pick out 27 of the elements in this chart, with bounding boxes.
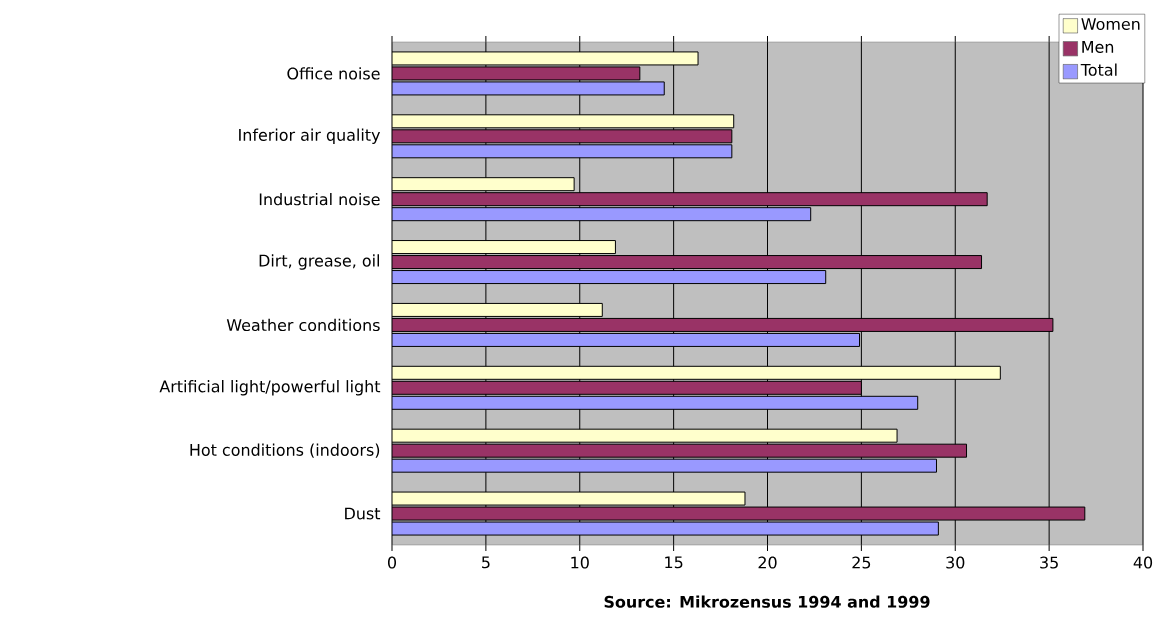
y-tick-label: Industrial noise <box>259 193 380 206</box>
y-tick-label: Hot conditions (indoors) <box>190 443 380 458</box>
y-tick-label: Dirt, grease, oil <box>259 254 379 270</box>
legend-label: Women <box>1081 18 1140 31</box>
x-tick-label: 20 <box>758 556 777 569</box>
x-tick-label: 35 <box>1040 556 1058 569</box>
y-tick-label: Weather conditions <box>226 318 380 332</box>
y-tick-label: Office noise <box>287 67 380 80</box>
text: Source: Mikrozensus 1994 and 1999 <box>604 595 930 608</box>
bar <box>392 129 733 144</box>
x-tick-label: 40 <box>1133 556 1153 569</box>
bar <box>392 317 1054 332</box>
y-tick-label: Inferior air quality <box>239 128 381 145</box>
bar <box>392 192 988 207</box>
y-tick-label: Dust <box>345 507 381 520</box>
bar <box>392 380 862 395</box>
y-tick-label: Artificial light/powerful light <box>159 380 381 396</box>
x-tick-label: 5 <box>482 556 490 569</box>
x-tick-label: 0 <box>387 556 397 569</box>
legend-label: Total <box>1080 63 1117 76</box>
x-tick-label: 30 <box>946 556 965 569</box>
x-tick-label: 25 <box>852 556 871 569</box>
bar <box>392 255 983 270</box>
x-tick-label: 10 <box>571 556 589 569</box>
legend-label: Men <box>1082 41 1114 53</box>
bar <box>392 443 968 458</box>
x-tick-label: 15 <box>665 556 683 569</box>
